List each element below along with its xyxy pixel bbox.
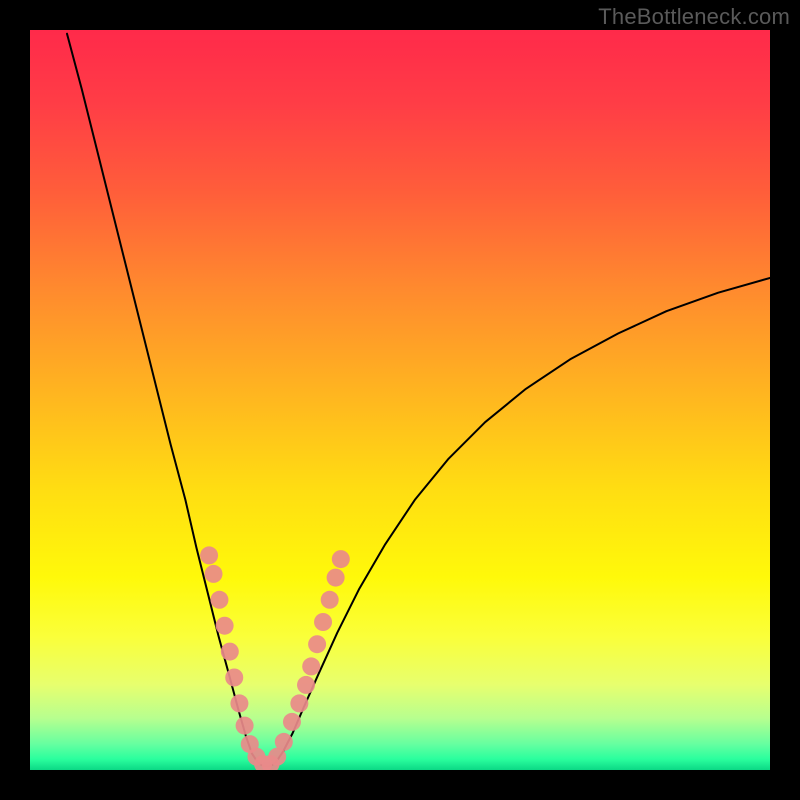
data-point [283,713,301,731]
data-point [230,694,248,712]
data-point [321,591,339,609]
data-point [275,733,293,751]
plot-area [30,30,770,770]
watermark-text: TheBottleneck.com [598,4,790,30]
data-point [225,669,243,687]
data-point [216,617,234,635]
data-point [302,657,320,675]
data-point [308,635,326,653]
plot-background [30,30,770,770]
data-point [332,550,350,568]
plot-svg [30,30,770,770]
data-point [290,694,308,712]
data-point [314,613,332,631]
data-point [297,676,315,694]
data-point [205,565,223,583]
data-point [200,546,218,564]
chart-frame: TheBottleneck.com [0,0,800,800]
data-point [327,569,345,587]
data-point [210,591,228,609]
data-point [236,717,254,735]
data-point [221,643,239,661]
